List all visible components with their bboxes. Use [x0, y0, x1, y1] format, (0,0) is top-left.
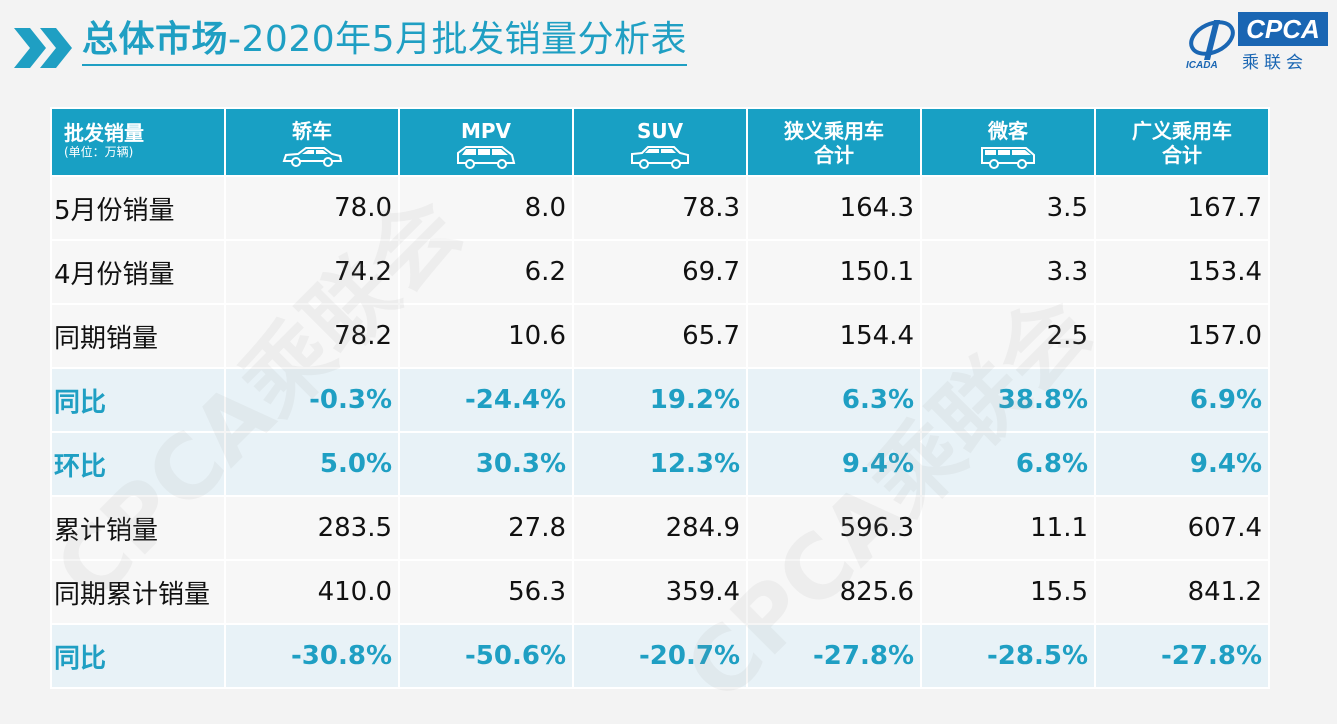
corner-unit: (单位：万辆): [64, 145, 134, 159]
table-cell: 825.6: [746, 559, 922, 625]
column-header-suv: SUV: [572, 107, 748, 177]
row-label: 同比: [50, 367, 226, 433]
table-cell: 167.7: [1094, 175, 1270, 241]
table-cell: 38.8%: [920, 367, 1096, 433]
table-cell: 56.3: [398, 559, 574, 625]
cpca-logo: ICADA CPCA 乘联会: [1184, 12, 1334, 73]
chevron-right-icon: [14, 28, 72, 68]
table-cell: 410.0: [224, 559, 400, 625]
column-header-label: 狭义乘用车: [784, 119, 884, 143]
table-cell: 6.3%: [746, 367, 922, 433]
table-cell: 15.5: [920, 559, 1096, 625]
table-cell: -27.8%: [746, 623, 922, 689]
logo-brand: CPCA: [1238, 12, 1328, 46]
suv-icon: [631, 146, 689, 169]
column-header-broad-passenger-total: 广义乘用车 合计: [1094, 107, 1270, 177]
column-header-label: MPV: [460, 119, 512, 143]
title-rest: -2020年5月批发销量分析表: [228, 19, 688, 60]
corner-header: 批发销量 (单位：万辆): [50, 107, 226, 177]
table-body: 5月份销量 78.0 8.0 78.3 164.3 3.5 167.7 4月份销量 74.2 6.…: [50, 175, 1270, 689]
table-row: 同期累计销量 410.0 56.3 359.4 825.6 15.5 841.2: [50, 559, 1270, 625]
table-cell: 283.5: [224, 495, 400, 561]
row-label: 4月份销量: [50, 239, 226, 305]
table-cell: 841.2: [1094, 559, 1270, 625]
column-header-sedan: 轿车: [224, 107, 400, 177]
table-cell: -0.3%: [224, 367, 400, 433]
logo-brand-cn: 乘联会: [1242, 53, 1308, 73]
minivan-icon: [981, 147, 1035, 169]
table-cell: 6.2: [398, 239, 574, 305]
table-cell: -20.7%: [572, 623, 748, 689]
table-cell: 27.8: [398, 495, 574, 561]
column-header-narrow-passenger-total: 狭义乘用车 合计: [746, 107, 922, 177]
table-cell: -30.8%: [224, 623, 400, 689]
sedan-icon: [282, 147, 343, 167]
column-header-label: SUV: [636, 119, 684, 143]
row-label: 同比: [50, 623, 226, 689]
column-header-label-line2: 合计: [1162, 143, 1202, 167]
page-title: 总体市场-2020年5月批发销量分析表: [82, 18, 688, 66]
table-row: 同比 -30.8% -50.6% -20.7% -27.8% -28.5% -27.8%: [50, 623, 1270, 689]
table-cell: 78.0: [224, 175, 400, 241]
logo-mark-icon: ICADA: [1186, 20, 1235, 70]
table-cell: 78.2: [224, 303, 400, 369]
table-cell: 65.7: [572, 303, 748, 369]
table-cell: -28.5%: [920, 623, 1096, 689]
corner-label: 批发销量: [64, 121, 144, 145]
logo-mark-text: ICADA: [1186, 60, 1218, 70]
column-header-mpv: MPV: [398, 107, 574, 177]
table-cell: 10.6: [398, 303, 574, 369]
column-header-label: 微客: [988, 119, 1028, 143]
table-cell: -27.8%: [1094, 623, 1270, 689]
table-cell: 607.4: [1094, 495, 1270, 561]
table-cell: 6.8%: [920, 431, 1096, 497]
table-cell: 9.4%: [1094, 431, 1270, 497]
table-cell: 2.5: [920, 303, 1096, 369]
table-row: 4月份销量 74.2 6.2 69.7 150.1 3.3 153.4: [50, 239, 1270, 305]
table-cell: 74.2: [224, 239, 400, 305]
table-row: 同比 -0.3% -24.4% 19.2% 6.3% 38.8% 6.9%: [50, 367, 1270, 433]
table-cell: 8.0: [398, 175, 574, 241]
table-cell: 153.4: [1094, 239, 1270, 305]
table-cell: 11.1: [920, 495, 1096, 561]
mpv-icon: [457, 146, 516, 169]
table-row: 环比 5.0% 30.3% 12.3% 9.4% 6.8% 9.4%: [50, 431, 1270, 497]
table-cell: 12.3%: [572, 431, 748, 497]
column-header-label: 轿车: [292, 119, 332, 143]
table-cell: 164.3: [746, 175, 922, 241]
table-cell: 596.3: [746, 495, 922, 561]
page-header: 总体市场-2020年5月批发销量分析表 ICADA CPCA 乘联会: [0, 0, 1337, 80]
table-cell: 78.3: [572, 175, 748, 241]
table-row: 累计销量 283.5 27.8 284.9 596.3 11.1 607.4: [50, 495, 1270, 561]
sales-table: 批发销量 (单位：万辆) 轿车 MPV: [50, 107, 1270, 689]
table-cell: 9.4%: [746, 431, 922, 497]
column-header-label: 广义乘用车: [1132, 119, 1232, 143]
table-cell: 150.1: [746, 239, 922, 305]
table-cell: 69.7: [572, 239, 748, 305]
row-label: 环比: [50, 431, 226, 497]
table-header-row: 批发销量 (单位：万辆) 轿车 MPV: [50, 107, 1270, 177]
table-cell: 6.9%: [1094, 367, 1270, 433]
row-label: 同期销量: [50, 303, 226, 369]
table-cell: 157.0: [1094, 303, 1270, 369]
table-cell: 284.9: [572, 495, 748, 561]
table-cell: 154.4: [746, 303, 922, 369]
row-label: 同期累计销量: [50, 559, 226, 625]
table-cell: -50.6%: [398, 623, 574, 689]
column-header-minivan: 微客: [920, 107, 1096, 177]
table-row: 同期销量 78.2 10.6 65.7 154.4 2.5 157.0: [50, 303, 1270, 369]
column-header-label-line2: 合计: [814, 143, 854, 167]
table-cell: -24.4%: [398, 367, 574, 433]
sales-table-container: 批发销量 (单位：万辆) 轿车 MPV: [50, 107, 1270, 689]
table-cell: 30.3%: [398, 431, 574, 497]
table-cell: 5.0%: [224, 431, 400, 497]
table-cell: 3.3: [920, 239, 1096, 305]
table-cell: 359.4: [572, 559, 748, 625]
table-row: 5月份销量 78.0 8.0 78.3 164.3 3.5 167.7: [50, 175, 1270, 241]
title-bold: 总体市场: [82, 19, 229, 60]
row-label: 5月份销量: [50, 175, 226, 241]
table-cell: 3.5: [920, 175, 1096, 241]
table-cell: 19.2%: [572, 367, 748, 433]
row-label: 累计销量: [50, 495, 226, 561]
